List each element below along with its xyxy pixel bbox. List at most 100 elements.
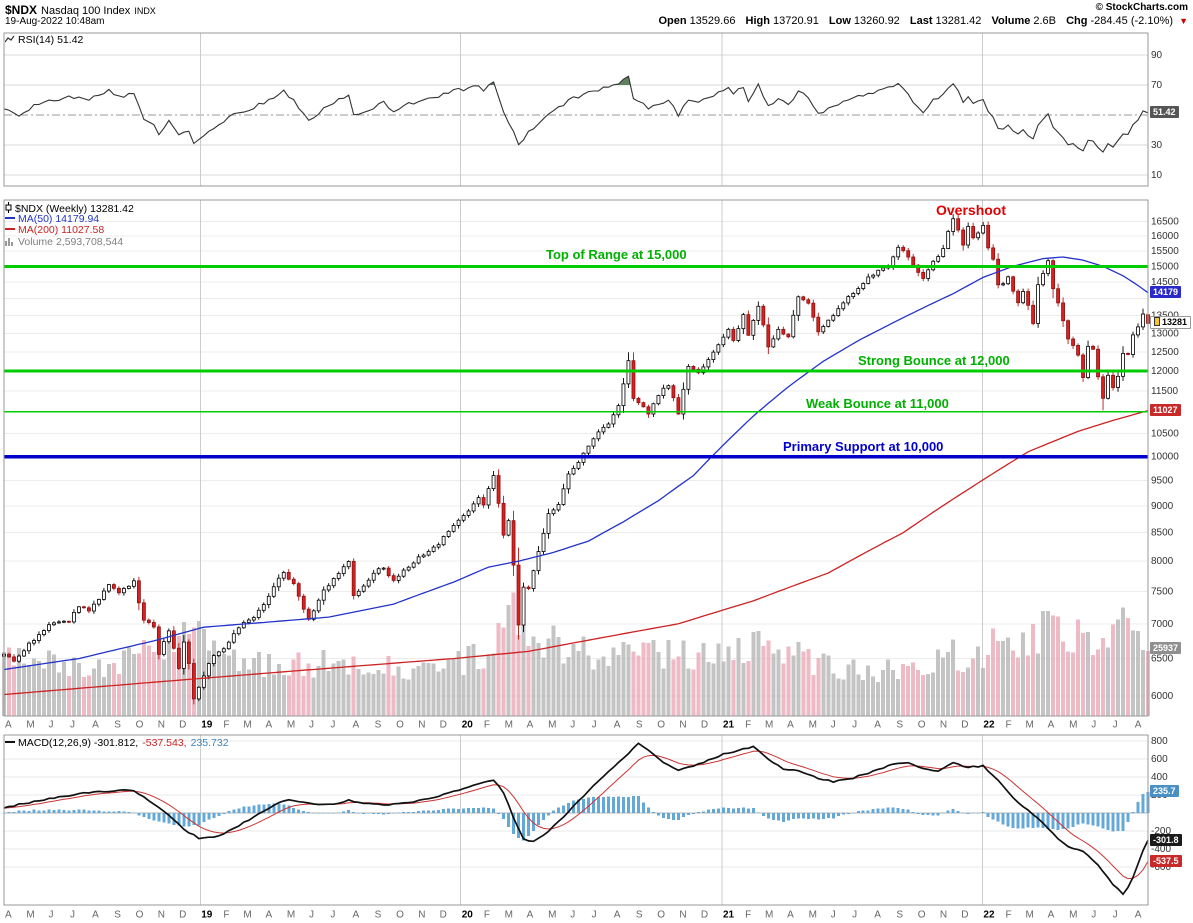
svg-text:-200: -200 <box>1151 826 1171 837</box>
chart-datetime: 19-Aug-2022 10:48am <box>5 16 105 27</box>
macd-legend: MACD(12,26,9) -301.812, -537.543, 235.732 <box>5 737 229 750</box>
svg-text:M: M <box>505 910 513 921</box>
svg-text:22: 22 <box>983 910 995 921</box>
svg-text:F: F <box>745 720 751 731</box>
svg-text:F: F <box>484 910 490 921</box>
svg-text:D: D <box>701 910 708 921</box>
svg-text:J: J <box>70 910 75 921</box>
svg-text:D: D <box>440 720 447 731</box>
svg-text:9000: 9000 <box>1151 501 1174 512</box>
svg-text:-400: -400 <box>1151 844 1171 855</box>
svg-text:600: 600 <box>1151 754 1168 765</box>
svg-text:J: J <box>852 720 857 731</box>
svg-text:13000: 13000 <box>1151 328 1179 339</box>
svg-text:A: A <box>527 910 534 921</box>
svg-text:N: N <box>679 720 686 731</box>
svg-text:M: M <box>809 720 817 731</box>
svg-text:J: J <box>309 720 314 731</box>
svg-text:A: A <box>1135 910 1142 921</box>
volume-bars <box>2 592 1150 716</box>
svg-text:M: M <box>26 720 34 731</box>
svg-text:N: N <box>158 910 165 921</box>
svg-text:O: O <box>918 910 926 921</box>
svg-text:M: M <box>287 910 295 921</box>
svg-text:A: A <box>265 720 272 731</box>
annotation-overshoot: Overshoot <box>936 202 1007 218</box>
svg-text:A: A <box>353 910 360 921</box>
last-price-box: 13281 <box>1150 316 1192 329</box>
last-price-box-value: 13281 <box>1162 317 1188 327</box>
svg-text:M: M <box>1069 910 1077 921</box>
rsi-legend-label: RSI(14) 51.42 <box>18 34 84 46</box>
svg-text:-600: -600 <box>1151 862 1171 873</box>
svg-text:D: D <box>701 720 708 731</box>
svg-text:19: 19 <box>201 910 213 921</box>
svg-text:D: D <box>179 720 186 731</box>
svg-text:J: J <box>852 910 857 921</box>
main-legend: $NDX (Weekly) 13281.42 MA(50) 14179.94 M… <box>5 202 134 248</box>
svg-text:M: M <box>287 720 295 731</box>
svg-text:F: F <box>745 910 751 921</box>
macd-histogram-value-box: 235.7 <box>1150 785 1179 797</box>
svg-text:D: D <box>961 720 968 731</box>
macd-plot <box>2 742 1150 896</box>
svg-text:J: J <box>1113 720 1118 731</box>
macd-line-icon <box>5 741 15 743</box>
svg-text:10500: 10500 <box>1151 429 1179 440</box>
svg-text:J: J <box>1113 910 1118 921</box>
svg-text:J: J <box>49 910 54 921</box>
svg-text:J: J <box>831 720 836 731</box>
svg-text:O: O <box>136 720 144 731</box>
svg-text:F: F <box>484 720 490 731</box>
annotation-strong-bounce: Strong Bounce at 12,000 <box>858 353 1010 368</box>
svg-text:J: J <box>49 720 54 731</box>
rsi-value-box: 51.42 <box>1150 106 1179 118</box>
exchange: INDX <box>134 6 156 16</box>
svg-text:S: S <box>114 910 121 921</box>
svg-text:M: M <box>243 720 251 731</box>
svg-text:M: M <box>548 720 556 731</box>
svg-text:N: N <box>418 720 425 731</box>
legend-ma50-label: MA(50) 14179.94 <box>18 212 100 225</box>
volume-value: 2.6B <box>1033 15 1057 27</box>
svg-text:A: A <box>874 720 881 731</box>
ma50-line-icon <box>5 216 15 219</box>
svg-text:A: A <box>92 720 99 731</box>
svg-text:D: D <box>961 910 968 921</box>
moving-averages <box>3 256 1149 696</box>
svg-text:A: A <box>5 910 12 921</box>
rsi-legend: RSI(14) 51.42 <box>4 34 84 48</box>
svg-text:J: J <box>570 910 575 921</box>
svg-text:21: 21 <box>723 910 735 921</box>
svg-text:A: A <box>92 910 99 921</box>
copyright: © StockCharts.com <box>1095 2 1188 13</box>
svg-text:J: J <box>592 910 597 921</box>
svg-text:O: O <box>918 720 926 731</box>
low-label: Low <box>828 15 851 27</box>
svg-text:M: M <box>765 720 773 731</box>
svg-text:J: J <box>1091 910 1096 921</box>
svg-text:N: N <box>940 720 947 731</box>
svg-text:6500: 6500 <box>1151 654 1174 665</box>
svg-text:A: A <box>1048 720 1055 731</box>
svg-text:F: F <box>223 720 229 731</box>
svg-text:8000: 8000 <box>1151 556 1174 567</box>
svg-text:O: O <box>396 910 404 921</box>
svg-text:M: M <box>1069 720 1077 731</box>
svg-text:J: J <box>330 720 335 731</box>
svg-text:M: M <box>1026 720 1034 731</box>
header-title: $NDX Nasdaq 100 Index INDX <box>5 1 156 19</box>
legend-volume-label: Volume 2,593,708,544 <box>18 235 124 248</box>
high-label: High <box>745 15 770 27</box>
svg-text:12000: 12000 <box>1151 366 1179 377</box>
legend-price-label: $NDX (Weekly) 13281.42 <box>15 203 134 215</box>
svg-text:A: A <box>787 910 794 921</box>
svg-text:A: A <box>1048 910 1055 921</box>
svg-text:30: 30 <box>1151 140 1163 151</box>
svg-text:70: 70 <box>1151 80 1163 91</box>
svg-text:J: J <box>70 720 75 731</box>
svg-text:M: M <box>548 910 556 921</box>
last-price-marker-icon <box>1154 317 1160 326</box>
svg-text:J: J <box>592 720 597 731</box>
